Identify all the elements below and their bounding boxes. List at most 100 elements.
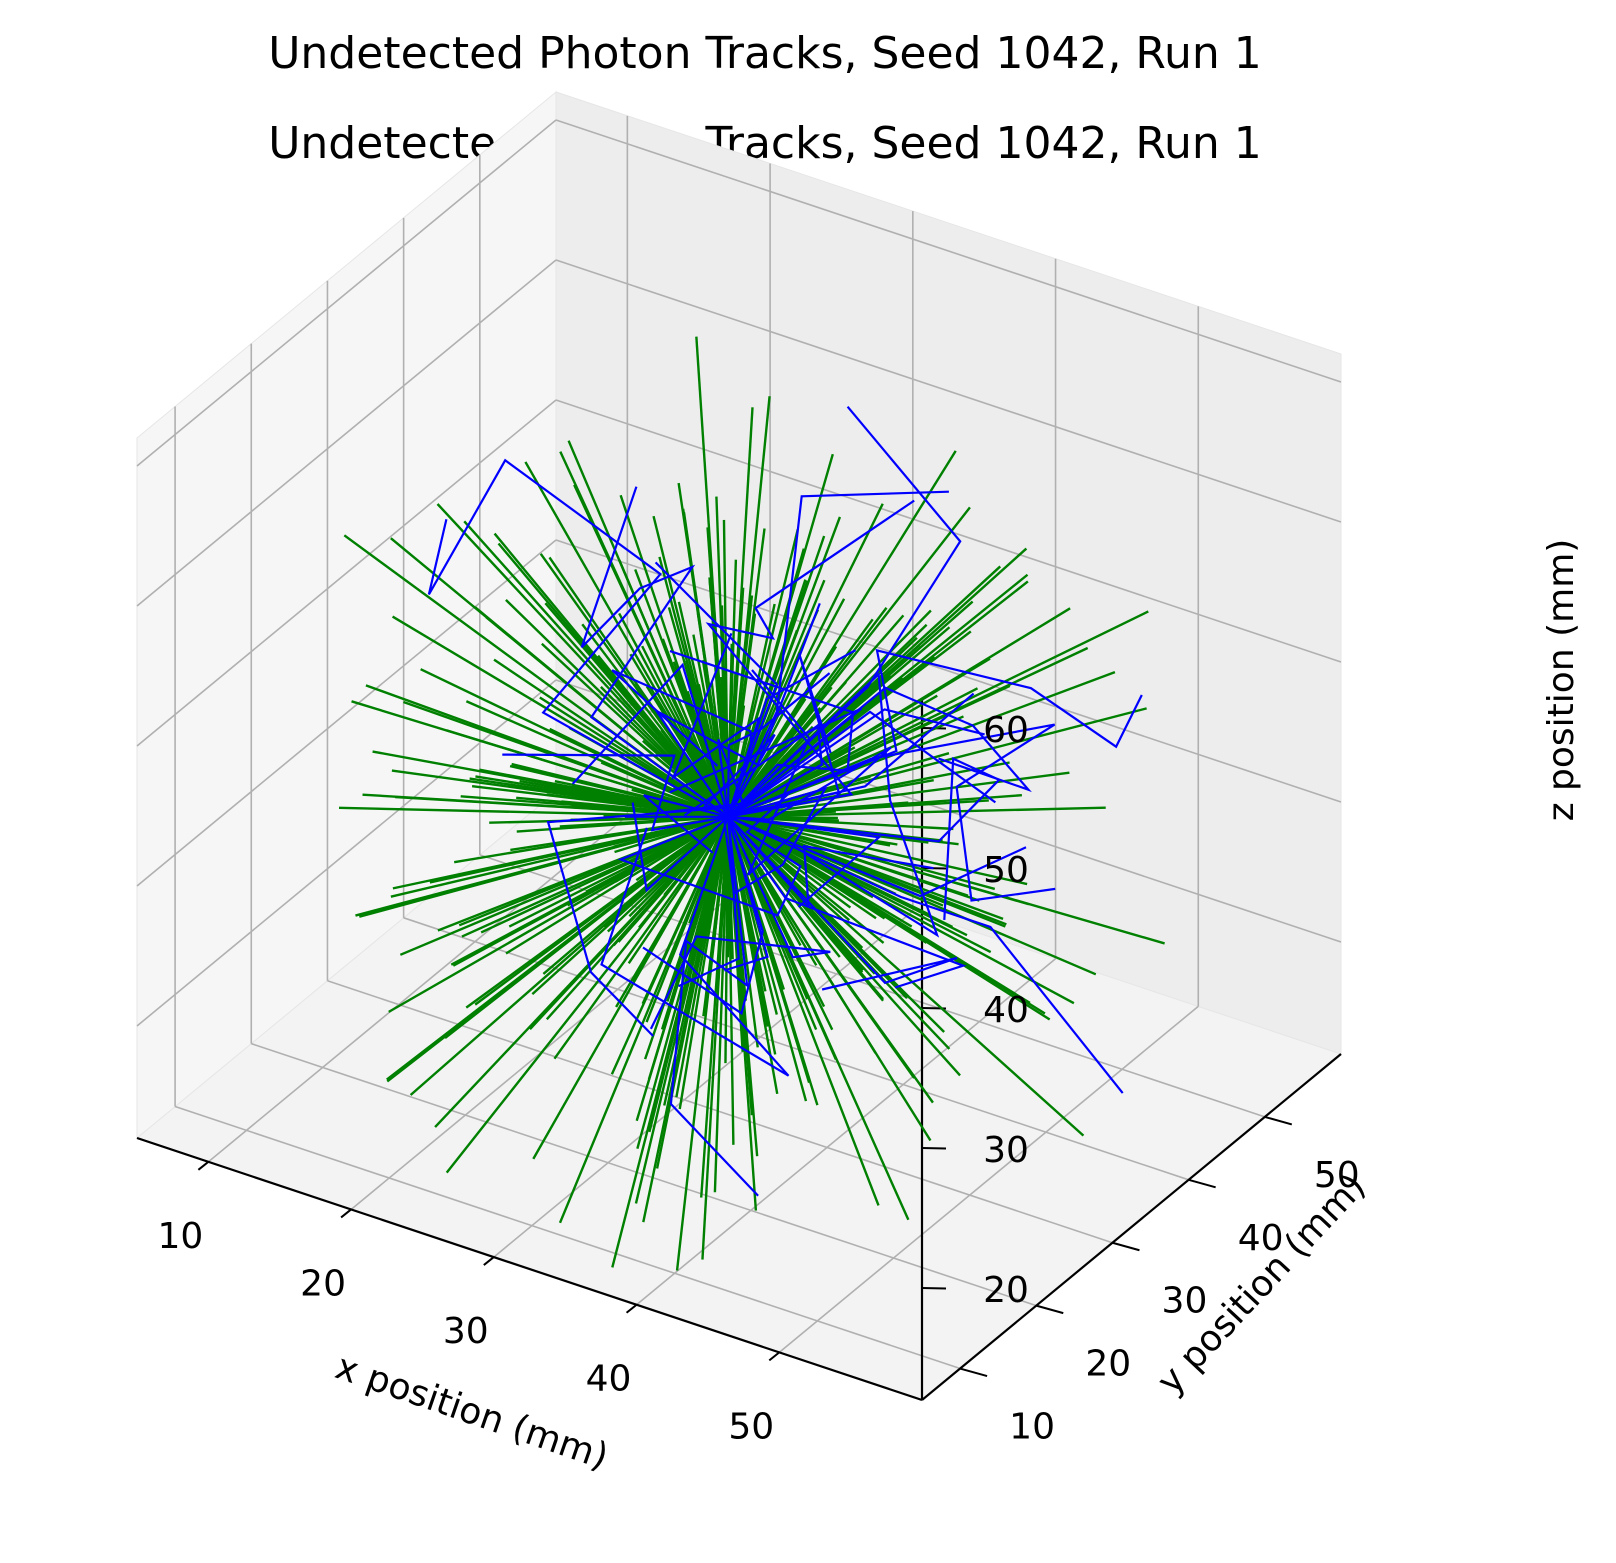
green-track [726, 528, 766, 817]
blue-track [727, 672, 831, 817]
chart-title: Undetected Photon Tracks, Seed 1042, Run… [268, 28, 1262, 79]
green-track [726, 528, 799, 818]
blue-track [643, 794, 729, 854]
photon-tracks [339, 336, 1165, 1271]
x-tick [483, 1256, 495, 1266]
green-track [553, 816, 730, 1060]
chart-title-repeat: Undetected Photon Tracks, Seed 1042, Run… [268, 118, 1262, 169]
green-track [463, 520, 729, 818]
x-axis-line [136, 1136, 923, 1402]
green-track [355, 815, 729, 917]
back-grid-z [555, 539, 1342, 803]
green-track [629, 653, 730, 818]
green-track [638, 816, 729, 929]
z-tick-label: 50 [983, 850, 1029, 891]
blue-track [705, 499, 915, 818]
tick-labels: 10 20 30 40 50 10 20 30 40 50 20 30 40 50 60 [157, 710, 1359, 1448]
green-track [351, 700, 729, 818]
blue-track [727, 686, 1032, 818]
green-track [726, 503, 884, 818]
blue-track [727, 710, 997, 818]
back-grid-z [555, 399, 1342, 663]
green-track [542, 815, 729, 859]
y-tick [959, 1367, 988, 1378]
blue-track [723, 786, 828, 896]
green-track [727, 793, 1022, 818]
z-tick-label: 40 [983, 990, 1029, 1031]
y-tick-label: 10 [1009, 1407, 1055, 1448]
x-tick-label: 50 [728, 1406, 774, 1447]
green-track [700, 816, 730, 1198]
y-tick-label: 40 [1238, 1218, 1284, 1259]
y-tick-label: 50 [1314, 1155, 1360, 1196]
green-track [480, 815, 729, 934]
blue-track [546, 738, 746, 1037]
blue-track [727, 652, 841, 818]
blue-track [727, 815, 1124, 1094]
green-track [444, 815, 729, 1040]
blue-track [600, 816, 790, 1077]
x-tick [625, 1303, 638, 1314]
x-tick [768, 1351, 780, 1362]
green-track [505, 815, 729, 955]
floor-grid-x [493, 910, 914, 1258]
x-tick [197, 1161, 209, 1171]
blue-track [669, 816, 759, 1197]
blue-track [727, 708, 985, 818]
floor-grid-x [778, 1005, 1199, 1353]
back-grid-z [555, 119, 1342, 383]
x-tick-label: 40 [586, 1359, 632, 1400]
floor-grid-x [207, 815, 628, 1163]
green-track [549, 727, 729, 818]
floor-grid-y [174, 1105, 961, 1370]
green-track [434, 815, 729, 1128]
green-track [532, 816, 730, 1160]
z-tick-label: 30 [983, 1130, 1029, 1171]
x-axis-label: x position (mm) [330, 1346, 613, 1478]
green-track [661, 638, 730, 818]
back-grid-z [555, 259, 1342, 523]
blue-track [654, 561, 778, 818]
blue-track [631, 802, 729, 893]
green-track [465, 700, 729, 818]
blue-track [642, 816, 764, 1016]
green-track [524, 461, 730, 818]
z-tick-label: 60 [983, 710, 1029, 751]
blue-track [649, 816, 831, 1030]
green-track [403, 700, 729, 818]
blue-track [683, 723, 823, 818]
blue-track [727, 816, 958, 991]
green-track [727, 816, 877, 1054]
green-track [727, 506, 971, 818]
x-tick-label: 10 [157, 1216, 203, 1257]
green-track [567, 440, 730, 818]
z-axis-label: z position (mm) [1541, 539, 1582, 822]
blue-track [727, 816, 934, 909]
green-track [727, 815, 945, 1033]
grid-lines [136, 115, 1342, 1370]
left-grid-z [136, 119, 557, 467]
green-track [493, 658, 729, 818]
y-tick-label: 20 [1085, 1344, 1131, 1385]
blue-track [727, 815, 1027, 898]
blue-track [427, 458, 729, 818]
blue-track [678, 816, 740, 988]
green-track [399, 815, 729, 956]
blue-track [502, 753, 729, 832]
green-track [541, 642, 729, 818]
y-tick [1188, 1178, 1216, 1189]
blue-track [727, 490, 949, 818]
green-track [728, 806, 1106, 818]
left-grid-z [136, 539, 557, 887]
green-track [695, 336, 730, 817]
green-track [726, 407, 754, 817]
green-track [581, 623, 730, 818]
y-tick [1036, 1304, 1064, 1315]
floor-grid-x [636, 958, 1057, 1306]
y-tick-label: 30 [1162, 1281, 1208, 1322]
green-track [675, 816, 730, 1271]
blue-track [727, 671, 940, 938]
green-track [727, 815, 1028, 886]
